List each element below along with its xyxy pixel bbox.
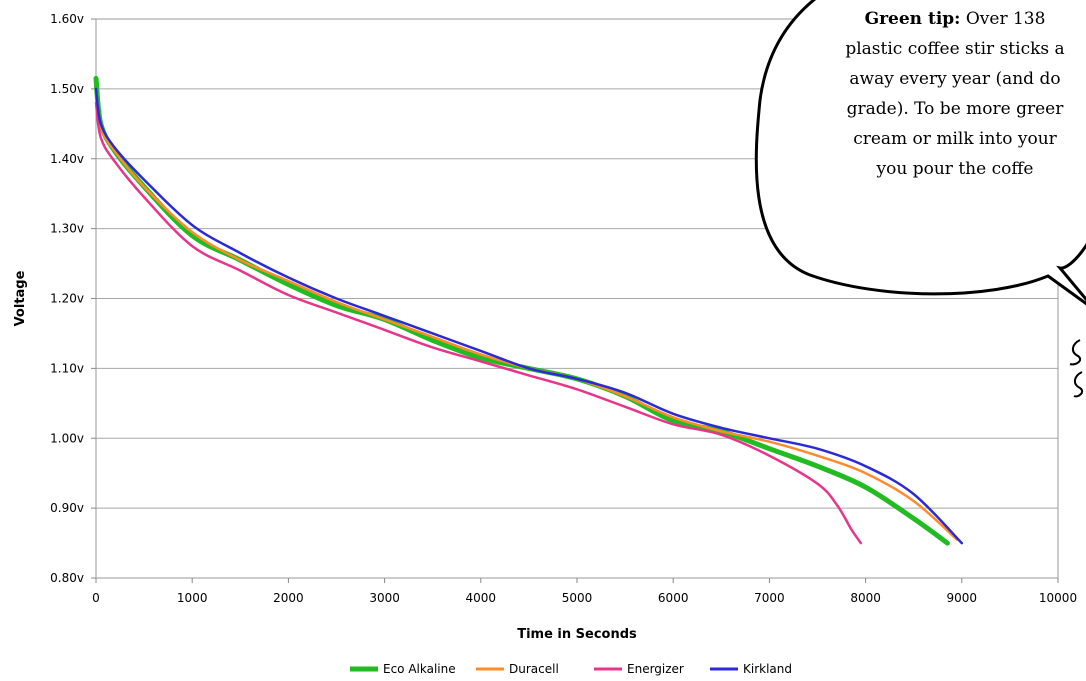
y-tick-label: 1.40v: [50, 152, 84, 166]
x-axis-title: Time in Seconds: [517, 627, 637, 642]
y-tick-label: 1.60v: [50, 12, 84, 26]
green-tip-text: Green tip: Over 138 plastic coffee stir s…: [845, 9, 1064, 179]
x-tick-label: 7000: [754, 591, 785, 605]
x-tick-label: 10000: [1039, 591, 1077, 605]
series-line-duracell: [94, 87, 959, 541]
speech-bubble: Green tip: Over 138 plastic coffee stir s…: [754, 0, 1086, 306]
y-tick-label: 1.50v: [50, 82, 84, 96]
green-tip-line: cream or milk into your: [853, 129, 1057, 149]
green-tip-line: you pour the coffe: [876, 159, 1034, 179]
x-tick-label: 3000: [369, 591, 400, 605]
legend-label-duracell: Duracell: [509, 662, 559, 676]
legend-label-energizer: Energizer: [627, 662, 684, 676]
legend: Eco Alkaline Duracell Energizer Kirkland: [350, 662, 792, 676]
green-tip-line: grade). To be more greer: [847, 99, 1065, 119]
y-tick-label: 1.30v: [50, 222, 84, 236]
legend-label-kirkland: Kirkland: [743, 662, 792, 676]
x-tick-label: 6000: [658, 591, 689, 605]
series-line-kirkland: [94, 87, 964, 545]
scribble-decoration: [1069, 339, 1084, 398]
y-tick-label: 1.20v: [50, 292, 84, 306]
x-tick-label: 0: [92, 591, 100, 605]
legend-label-eco-alkaline: Eco Alkaline: [383, 662, 456, 676]
green-tip-line: Over 138: [960, 9, 1045, 29]
x-tick-label: 9000: [947, 591, 978, 605]
series-line-energizer: [94, 101, 863, 545]
series-lines: [93, 75, 964, 546]
green-tip-line: away every year (and do: [849, 69, 1060, 89]
x-tick-label: 2000: [273, 591, 304, 605]
x-tick-label: 8000: [850, 591, 881, 605]
y-tick-label: 0.80v: [50, 571, 84, 585]
green-tip-label: Green tip:: [865, 9, 961, 29]
x-axis: 0 1000 2000 3000 4000 5000 6000 7000 8000 9000 100…: [92, 578, 1077, 605]
x-tick-label: 5000: [562, 591, 593, 605]
y-axis: 0.80v 0.90v 1.00v 1.10v 1.20v 1.30v 1.40v 1.50v…: [50, 12, 96, 585]
y-tick-label: 1.00v: [50, 431, 84, 445]
x-tick-label: 4000: [466, 591, 497, 605]
y-axis-title: Voltage: [13, 270, 28, 326]
y-tick-label: 1.10v: [50, 361, 84, 375]
green-tip-line: plastic coffee stir sticks a: [845, 39, 1064, 59]
y-tick-label: 0.90v: [50, 501, 84, 515]
x-tick-label: 1000: [177, 591, 208, 605]
speech-bubble-shape: [754, 0, 1086, 306]
